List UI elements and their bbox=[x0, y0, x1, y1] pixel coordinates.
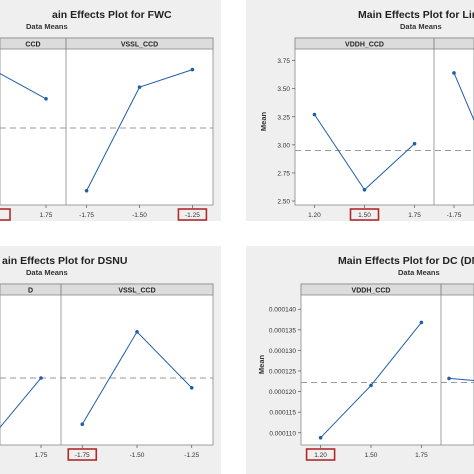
chart-4: Main Effects Plot for DC (DN/Data Means 0… bbox=[246, 246, 474, 474]
highlight-box bbox=[177, 208, 208, 221]
y-axis-label: Mean bbox=[259, 111, 268, 131]
series-line bbox=[448, 377, 474, 381]
y-tick-label: 3.75 bbox=[277, 58, 290, 65]
data-point bbox=[39, 376, 43, 380]
panel-name: VDDH_CCD bbox=[352, 288, 391, 295]
chart-subtitle: Data Means bbox=[26, 22, 68, 31]
data-point bbox=[447, 376, 451, 381]
data-point bbox=[318, 435, 323, 440]
x-tick-label: -1.25 bbox=[184, 452, 199, 459]
highlight-box bbox=[0, 208, 11, 221]
data-point bbox=[190, 67, 195, 72]
y-tick-label: 0.000110 bbox=[269, 430, 296, 437]
data-point bbox=[135, 330, 139, 334]
y-tick-label: 0.000140 bbox=[269, 307, 296, 314]
x-tick-label: -1.75 bbox=[79, 212, 94, 219]
data-point bbox=[44, 97, 48, 101]
highlight-box bbox=[305, 448, 336, 461]
chart-title: ain Effects Plot for FWC bbox=[52, 9, 172, 21]
plot-area bbox=[294, 37, 474, 206]
panel-name: CCD bbox=[25, 42, 40, 49]
x-tick-label: 1.50 bbox=[358, 212, 371, 219]
panel-name: D bbox=[28, 288, 33, 295]
series-line bbox=[453, 72, 474, 121]
y-tick-label: 0.000135 bbox=[269, 327, 296, 334]
chart-subtitle: Data Means bbox=[26, 268, 68, 277]
y-tick-label: 0.000120 bbox=[269, 389, 296, 396]
x-tick-label: 1.20 bbox=[308, 212, 321, 219]
panel-name: VSSL_CCD bbox=[118, 288, 155, 295]
data-point bbox=[137, 85, 142, 89]
data-point bbox=[412, 141, 417, 146]
y-tick-label: 3.00 bbox=[277, 142, 290, 149]
highlight-box bbox=[67, 448, 98, 461]
y-tick-label: 3.25 bbox=[277, 114, 290, 121]
x-tick-label: 1.75 bbox=[415, 452, 428, 459]
y-tick-label: 0.000130 bbox=[269, 348, 296, 355]
y-tick-label: 3.50 bbox=[277, 86, 290, 93]
chart-title: Main Effects Plot for DC (DN/ bbox=[338, 255, 474, 267]
chart-title: Main Effects Plot for Lin E bbox=[358, 9, 474, 21]
y-tick-label: 2.75 bbox=[277, 170, 290, 177]
highlight-box bbox=[349, 208, 380, 221]
x-tick-label: -1.50 bbox=[132, 212, 147, 219]
data-point bbox=[312, 112, 317, 117]
y-tick-label: 0.000125 bbox=[269, 369, 296, 376]
chart-title: ain Effects Plot for DSNU bbox=[2, 255, 127, 267]
x-tick-label: -1.75 bbox=[447, 212, 462, 219]
panel-name: VDDH_CCD bbox=[345, 42, 384, 49]
x-tick-label: -1.50 bbox=[130, 452, 145, 459]
x-tick-label: -1.75 bbox=[75, 452, 90, 459]
panel-header bbox=[433, 37, 474, 50]
x-tick-label: 1.75 bbox=[408, 212, 421, 219]
y-tick-label: 0.000115 bbox=[269, 410, 296, 417]
data-point bbox=[84, 188, 89, 193]
data-point bbox=[80, 422, 85, 427]
chart-subtitle: Data Means bbox=[398, 268, 440, 277]
plot-area bbox=[0, 283, 214, 446]
chart-subtitle: Data Means bbox=[400, 22, 442, 31]
x-tick-label: 1.75 bbox=[35, 452, 48, 459]
data-point bbox=[452, 71, 456, 75]
x-tick-label: 1.50 bbox=[365, 452, 378, 459]
chart-2: Main Effects Plot for Lin EData Means 2.5… bbox=[246, 0, 474, 221]
y-tick-label: 2.50 bbox=[277, 199, 290, 206]
data-point bbox=[369, 383, 373, 388]
series-line bbox=[0, 73, 47, 100]
data-point bbox=[419, 320, 424, 325]
plot-area bbox=[0, 37, 214, 206]
y-axis-label: Mean bbox=[257, 354, 266, 374]
panel-name: VSSL_CCD bbox=[121, 42, 158, 49]
data-point bbox=[362, 187, 367, 192]
x-tick-label: 1.20 bbox=[314, 452, 327, 459]
x-tick-label: -1.25 bbox=[185, 212, 200, 219]
panel-header bbox=[440, 283, 474, 296]
x-tick-label: 1.75 bbox=[40, 212, 53, 219]
series-line bbox=[0, 377, 42, 429]
data-point bbox=[189, 386, 194, 390]
